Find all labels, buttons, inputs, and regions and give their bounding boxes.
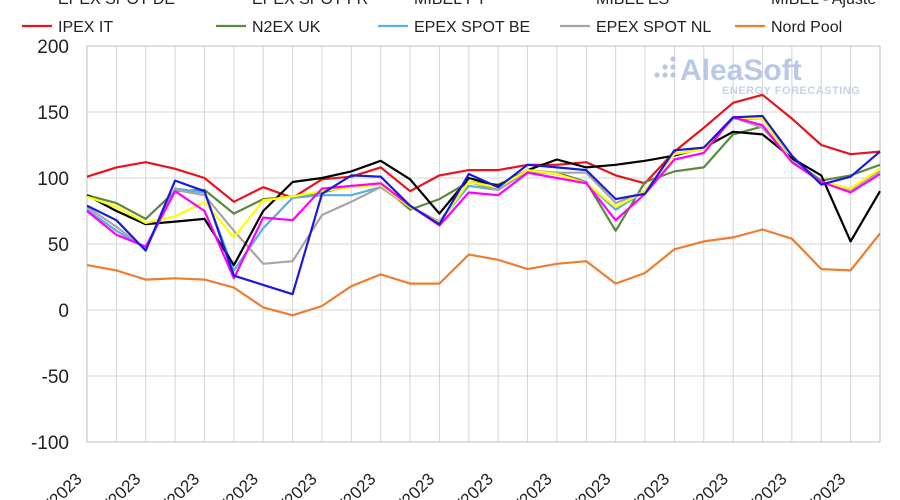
y-tick-label: 0: [58, 301, 69, 322]
x-tick-label: /2023: [395, 469, 439, 500]
series-line-n2ex-uk: [86, 125, 881, 232]
legend-label: EPEX SPOT DE: [58, 0, 175, 8]
x-tick-label: /2023: [160, 469, 204, 500]
series-line-epex-spot-nl: [86, 116, 881, 265]
watermark-brand: AleaSoft: [680, 54, 802, 87]
x-tick-label: /2023: [571, 469, 615, 500]
series-line-ffff00: [86, 116, 881, 239]
series-line-ipex-it: [86, 93, 881, 203]
x-tick-label: /2023: [747, 469, 791, 500]
y-tick-label: 50: [48, 235, 69, 256]
legend-label: IPEX IT: [58, 19, 113, 36]
x-tick-label: /2023: [806, 469, 850, 500]
legend-label: EPEX SPOT FR: [252, 0, 368, 8]
legend-label: EPEX SPOT NL: [596, 19, 711, 36]
legend: EPEX SPOT DE EPEX SPOT FR MIBEL PT MIBEL ES…: [22, 0, 876, 36]
plot-area-frame: [86, 45, 881, 443]
x-tick-label: /2023: [336, 469, 380, 500]
legend-label: MIBEL ES: [596, 0, 669, 8]
x-tick-label: /2023: [453, 469, 497, 500]
series-line-ff00ff: [86, 116, 881, 280]
x-axis-tick-labels: /2023/2023/2023/2023/2023/2023/2023/2023…: [42, 469, 849, 500]
y-tick-label: 100: [37, 169, 69, 190]
x-tick-label: /2023: [630, 469, 674, 500]
aleasoft-watermark: AleaSoft ENERGY FORECASTING: [654, 54, 860, 97]
watermark-tagline: ENERGY FORECASTING: [722, 85, 860, 97]
x-tick-label: /2023: [42, 469, 86, 500]
y-tick-label: -50: [42, 367, 69, 388]
legend-label: MIBEL - Ajuste: [771, 0, 876, 8]
series-line-1a1ad9: [86, 114, 881, 296]
y-tick-label: 150: [37, 103, 69, 124]
x-tick-label: /2023: [101, 469, 145, 500]
x-tick-label: /2023: [688, 469, 732, 500]
legend-label: Nord Pool: [771, 19, 842, 36]
legend-label: MIBEL PT: [414, 0, 487, 8]
aleasoft-logo-dots-icon: [654, 56, 676, 78]
series-line-nord-pool: [86, 228, 881, 317]
y-tick-label: -100: [31, 433, 69, 454]
gridlines: [86, 45, 881, 443]
x-tick-label: /2023: [219, 469, 263, 500]
y-axis-tick-labels: -100 -50 0 50 100 150 200: [31, 37, 69, 454]
x-tick-label: /2023: [277, 469, 321, 500]
legend-label: N2EX UK: [252, 19, 321, 36]
legend-label: EPEX SPOT BE: [414, 19, 530, 36]
x-tick-label: /2023: [512, 469, 556, 500]
y-tick-label: 200: [37, 37, 69, 58]
series-lines: [86, 93, 881, 317]
